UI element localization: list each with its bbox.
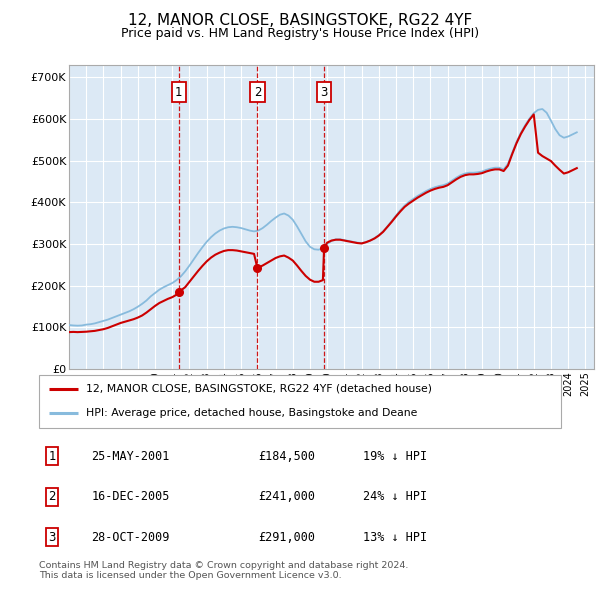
Text: 16-DEC-2005: 16-DEC-2005 — [91, 490, 170, 503]
Text: Contains HM Land Registry data © Crown copyright and database right 2024.
This d: Contains HM Land Registry data © Crown c… — [39, 560, 409, 580]
Text: 25-MAY-2001: 25-MAY-2001 — [91, 450, 170, 463]
Text: 1: 1 — [48, 450, 56, 463]
FancyBboxPatch shape — [39, 375, 561, 428]
Text: 24% ↓ HPI: 24% ↓ HPI — [362, 490, 427, 503]
Text: 2: 2 — [48, 490, 56, 503]
Text: 3: 3 — [320, 86, 328, 99]
Text: £291,000: £291,000 — [258, 531, 315, 544]
Text: 12, MANOR CLOSE, BASINGSTOKE, RG22 4YF: 12, MANOR CLOSE, BASINGSTOKE, RG22 4YF — [128, 13, 472, 28]
Text: 28-OCT-2009: 28-OCT-2009 — [91, 531, 170, 544]
Text: 2: 2 — [254, 86, 261, 99]
Text: 19% ↓ HPI: 19% ↓ HPI — [362, 450, 427, 463]
Text: £241,000: £241,000 — [258, 490, 315, 503]
Text: 12, MANOR CLOSE, BASINGSTOKE, RG22 4YF (detached house): 12, MANOR CLOSE, BASINGSTOKE, RG22 4YF (… — [86, 384, 432, 394]
Text: £184,500: £184,500 — [258, 450, 315, 463]
Text: 3: 3 — [49, 531, 56, 544]
Text: 1: 1 — [175, 86, 182, 99]
Text: Price paid vs. HM Land Registry's House Price Index (HPI): Price paid vs. HM Land Registry's House … — [121, 27, 479, 40]
Text: HPI: Average price, detached house, Basingstoke and Deane: HPI: Average price, detached house, Basi… — [86, 408, 418, 418]
Text: 13% ↓ HPI: 13% ↓ HPI — [362, 531, 427, 544]
